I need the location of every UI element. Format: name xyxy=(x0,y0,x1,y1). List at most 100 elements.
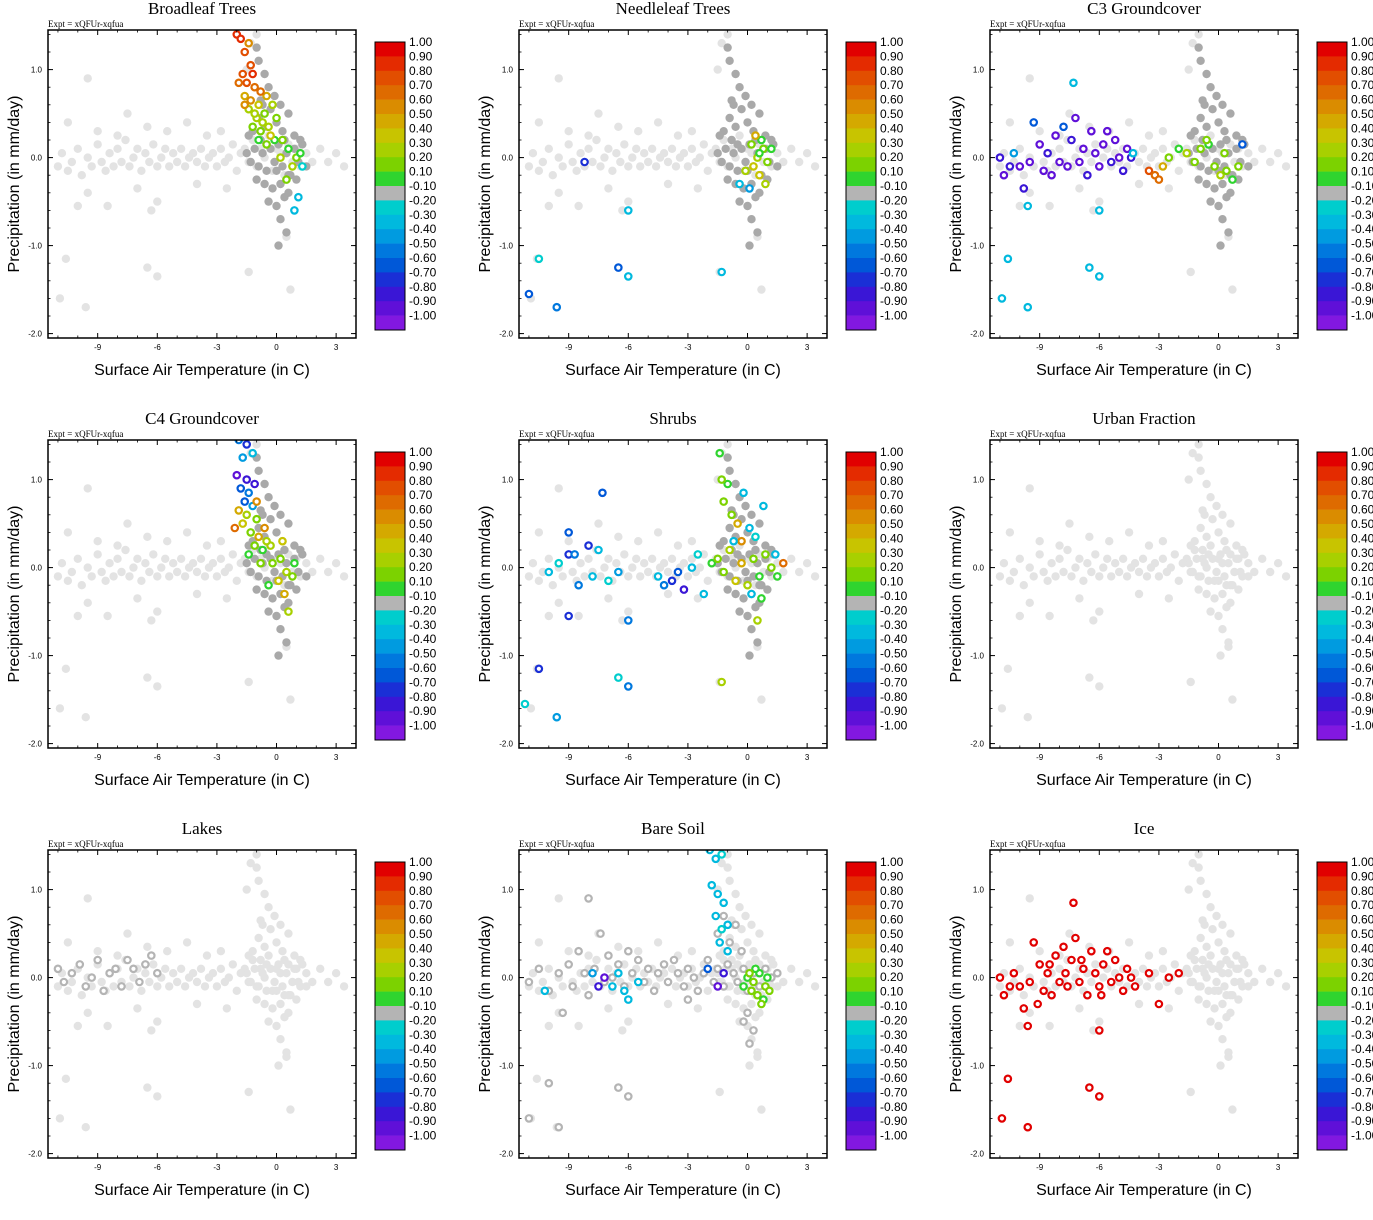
cluster-point xyxy=(725,113,734,123)
cluster-point xyxy=(1216,550,1225,559)
data-point xyxy=(719,911,728,921)
colorbar-swatch xyxy=(1317,639,1347,654)
colorbar-swatch xyxy=(846,56,876,72)
data-point xyxy=(580,968,589,978)
colorbar-label: 1.00 xyxy=(880,445,904,459)
cluster-point xyxy=(731,589,740,599)
colorbar-label: 0.50 xyxy=(880,517,904,531)
expt-label: Expt = xQFUr-xqfua xyxy=(48,839,123,849)
base-point xyxy=(1265,567,1275,577)
base-point xyxy=(331,558,341,568)
data-point xyxy=(741,166,750,176)
colorbar-label: -0.80 xyxy=(880,1100,908,1114)
base-point xyxy=(997,704,1007,713)
colorbar-swatch xyxy=(1317,1078,1347,1093)
axes-frame xyxy=(47,849,357,1159)
base-point xyxy=(1035,946,1044,956)
base-point xyxy=(1134,567,1144,577)
base-point xyxy=(109,982,118,991)
colorbar-label: 0.70 xyxy=(409,898,433,912)
colorbar-swatch xyxy=(1317,991,1347,1007)
base-point xyxy=(109,162,118,171)
base-point xyxy=(653,938,663,947)
colorbar-label: -0.60 xyxy=(409,251,437,265)
cluster-point xyxy=(280,192,289,202)
base-point xyxy=(667,144,677,153)
base-point xyxy=(129,563,138,572)
cluster-point xyxy=(761,541,770,550)
base-point xyxy=(302,968,311,978)
cluster-point xyxy=(741,567,750,577)
cluster-point xyxy=(1216,651,1225,660)
data-point xyxy=(1025,977,1035,987)
base-point xyxy=(604,554,613,563)
base-point xyxy=(647,144,657,153)
base-point xyxy=(1281,572,1291,581)
data-point xyxy=(719,898,728,908)
cluster-point xyxy=(761,951,770,960)
colorbar-label: 0.90 xyxy=(1351,459,1373,473)
base-point xyxy=(1184,475,1193,484)
colorbar-swatch xyxy=(1317,948,1347,964)
cluster-point xyxy=(272,166,281,175)
base-point xyxy=(172,157,182,167)
panel-title: Lakes xyxy=(182,820,223,838)
base-point xyxy=(568,567,577,577)
base-point xyxy=(153,272,162,281)
cluster-point xyxy=(258,920,267,930)
colorbar-swatch xyxy=(1317,128,1347,144)
colorbar-swatch xyxy=(375,243,405,259)
base-point xyxy=(53,162,63,171)
cluster-point xyxy=(1194,175,1203,184)
data-point xyxy=(256,126,265,136)
plot-area xyxy=(524,850,820,1132)
base-point xyxy=(1065,109,1074,118)
base-point xyxy=(1228,285,1237,294)
cluster-point xyxy=(725,572,734,581)
cluster-point xyxy=(747,999,756,1009)
base-point xyxy=(1250,567,1259,577)
base-point xyxy=(153,1017,162,1026)
data-point xyxy=(995,973,1005,982)
data-point xyxy=(598,488,607,498)
colorbar-label: -0.60 xyxy=(880,251,908,265)
data-point xyxy=(244,38,253,48)
cluster-point xyxy=(262,166,271,175)
base-point xyxy=(544,1021,554,1031)
colorbar-swatch xyxy=(846,157,876,172)
base-point xyxy=(77,990,86,1000)
data-point xyxy=(288,572,297,581)
colorbar-label: -0.80 xyxy=(409,690,437,704)
cluster-point xyxy=(282,558,291,568)
data-point xyxy=(614,968,623,978)
data-point xyxy=(284,607,293,616)
data-point xyxy=(1039,166,1048,176)
colorbar-swatch xyxy=(375,214,405,230)
colorbar-label: 0.20 xyxy=(880,150,904,164)
cluster-point xyxy=(1238,545,1247,555)
cluster-point xyxy=(268,1004,277,1013)
base-point xyxy=(1035,126,1044,136)
base-point xyxy=(713,65,722,74)
base-point xyxy=(133,1004,142,1013)
base-point xyxy=(1019,580,1028,590)
data-point xyxy=(282,175,291,184)
colorbar-label: -1.00 xyxy=(409,1129,437,1143)
data-point xyxy=(773,968,782,978)
data-point xyxy=(633,955,643,965)
base-point xyxy=(695,153,705,162)
base-point xyxy=(558,982,567,991)
y-tick-label: -2.0 xyxy=(28,1150,42,1159)
base-point xyxy=(538,977,548,987)
cluster-point xyxy=(731,479,740,489)
colorbar-label: -0.50 xyxy=(1351,1057,1373,1071)
colorbar-swatch xyxy=(846,696,876,712)
colorbar-swatch xyxy=(375,258,405,273)
base-point xyxy=(634,126,643,136)
colorbar-label: -0.90 xyxy=(880,294,908,308)
data-point xyxy=(99,986,108,996)
cluster-point xyxy=(729,558,738,568)
base-point xyxy=(773,148,782,158)
base-point xyxy=(604,184,613,193)
data-point xyxy=(564,960,573,969)
